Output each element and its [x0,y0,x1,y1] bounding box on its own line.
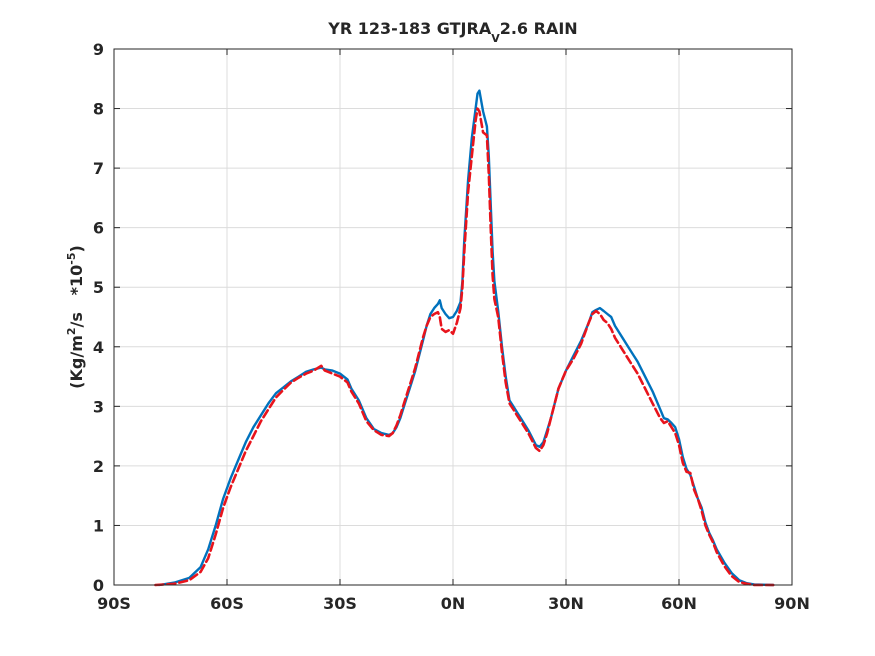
y-tick-label: 1 [93,516,104,535]
y-tick-label: 9 [93,40,104,59]
y-axis-label-superscript-2: -5 [65,253,78,265]
y-tick-label: 4 [93,338,104,357]
x-tick-label: 30S [323,594,357,613]
series-line-1 [157,89,775,587]
x-tick-label: 60N [661,594,697,613]
chart-title-tail: 2.6 RAIN [500,19,578,38]
x-tick-label: 90S [97,594,131,613]
series-line-2 [154,107,775,587]
series-layer [154,89,775,587]
x-tick-label: 60S [210,594,244,613]
x-tick-label: 30N [548,594,584,613]
y-axis-label-part-a: (Kg/m [67,335,86,389]
y-tick-label: 3 [93,397,104,416]
chart-title-main: YR 123-183 GTJRA [327,19,492,38]
chart-title-subscript: V [491,32,500,45]
y-axis-label-part-b: /s *10 [67,265,86,328]
x-tick-label: 0N [441,594,466,613]
y-tick-label: 6 [93,219,104,238]
y-tick-label: 8 [93,100,104,119]
y-axis-label: (Kg/m2/s *10-5) [65,245,86,389]
y-axis-label-part-c: ) [67,245,86,252]
y-axis-label-superscript-1: 2 [65,327,78,335]
y-tick-label: 2 [93,457,104,476]
y-tick-label: 7 [93,159,104,178]
axis-ticks: 90S 60S 30S 0N 30N 60N 90N 0 1 2 3 4 5 6 7 8 9 [93,40,810,613]
x-tick-label: 90N [774,594,810,613]
chart-title: YR 123-183 GTJRAV2.6 RAIN [327,19,577,45]
y-tick-label: 5 [93,278,104,297]
y-tick-label: 0 [93,576,104,595]
